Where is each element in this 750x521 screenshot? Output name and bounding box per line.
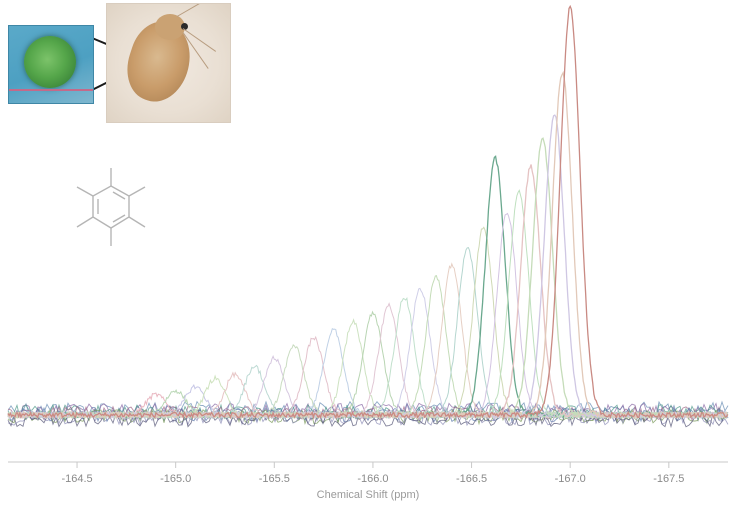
spectrum-series-27 [7,4,729,420]
spectrum-series-23 [7,164,729,420]
x-axis-ticks: -164.5 -165.0 -165.5 -166.0 -166.5 -167.0 -167… [61,462,684,485]
spectrum-series-13 [7,302,729,420]
spectrum-series-14 [7,296,728,420]
spectrum-series-24 [7,137,729,420]
x-tick-label: -167.0 [555,473,586,485]
algae-micrograph-image [8,25,94,104]
spectrum-series-8 [7,344,728,420]
spectrum-series-9 [7,335,728,419]
spectrum-series-20 [7,155,729,420]
spectrum-series-26 [7,70,729,420]
x-tick-label: -165.5 [259,473,290,485]
hexafluorobenzene-structure-icon [76,168,146,246]
spectrum-series-17 [7,262,728,420]
spectrum-series-15 [7,287,729,420]
x-tick-label: -166.5 [456,473,487,485]
x-tick-label: -166.0 [357,473,388,485]
spectrum-series-25 [7,114,729,420]
daphnia-photo-image [106,3,231,123]
spectrum-series-19 [7,226,729,420]
x-axis-label: Chemical Shift (ppm) [317,489,420,501]
noise-trace [7,409,729,427]
x-tick-label: -164.5 [61,473,92,485]
x-tick-label: -167.5 [653,473,684,485]
x-tick-label: -165.0 [160,473,191,485]
spectra-series [7,4,729,420]
spectrum-series-10 [7,327,729,420]
spectrum-series-18 [7,247,729,420]
spectrum-series-16 [7,274,728,419]
noise-trace [7,411,729,429]
